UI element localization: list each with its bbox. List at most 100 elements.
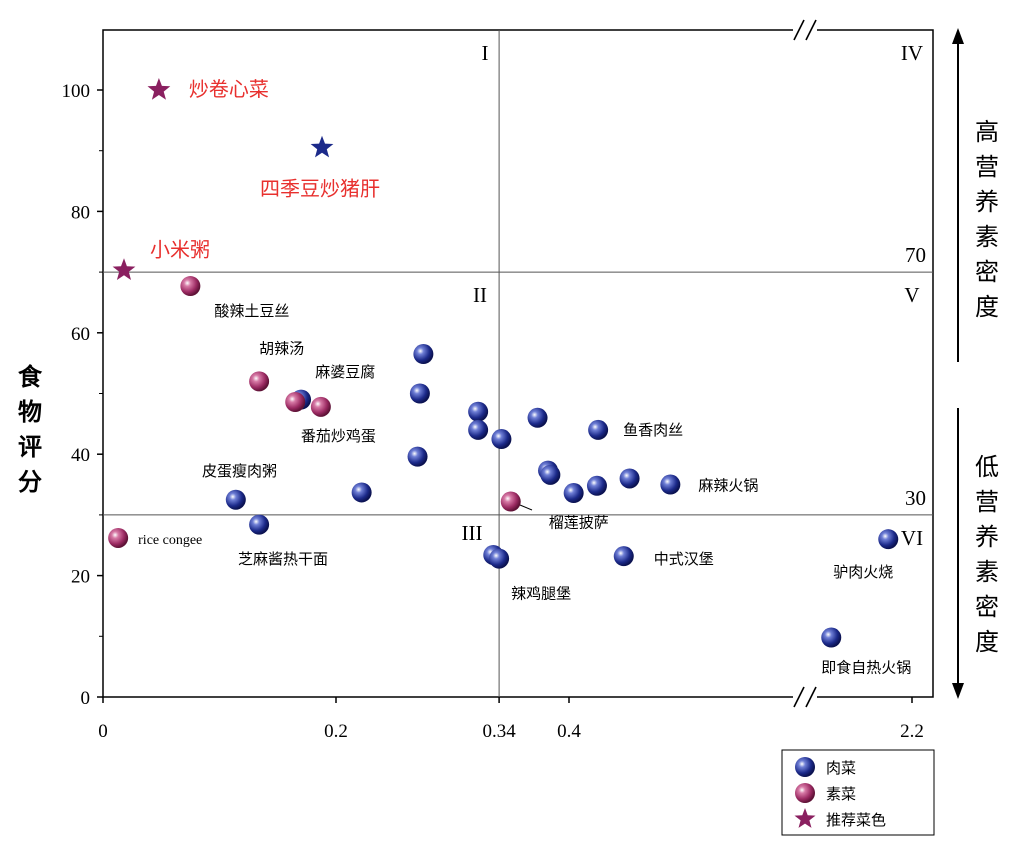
- veg-point-5: [108, 527, 129, 548]
- side-label-bottom-char: 营: [975, 488, 999, 516]
- legend-veg-marker: [795, 783, 815, 803]
- meat-point-21: [878, 529, 899, 550]
- veg-point-3: [310, 396, 331, 417]
- veg-point-2: [285, 391, 306, 412]
- quadrant-label-III: III: [462, 521, 483, 545]
- y-axis-label-char: 物: [18, 398, 42, 426]
- recommended-star-2: [112, 258, 136, 280]
- y-tick-label: 100: [62, 81, 91, 102]
- veg-point-1: [249, 371, 270, 392]
- y-tick-label: 40: [71, 445, 90, 466]
- meat-point-16: [225, 489, 246, 510]
- veg-point-label-2: 麻婆豆腐: [315, 363, 375, 381]
- meat-point-label-7: 鱼香肉丝: [623, 421, 683, 439]
- recommended-star-0: [147, 78, 171, 100]
- veg-point-0: [180, 276, 201, 297]
- recommended-label-1: 四季豆炒猪肝: [260, 177, 380, 201]
- side-label-bottom-char: 养: [975, 523, 999, 551]
- side-arrows: [952, 28, 964, 699]
- y-axis-label-char: 评: [18, 433, 42, 461]
- meat-point-3: [468, 401, 489, 422]
- y-axis-ticks: 0 20 40 60 80 100: [62, 81, 103, 709]
- veg-point-4: [500, 491, 521, 512]
- veg-point-label-3: 番茄炒鸡蛋: [301, 427, 376, 445]
- meat-point-7: [588, 419, 609, 440]
- y-tick-label: 60: [71, 324, 90, 345]
- y-tick-label: 20: [71, 567, 90, 588]
- meat-point-11: [540, 464, 561, 485]
- side-label-bottom-char: 密: [975, 593, 999, 621]
- x-axis-ticks: 0 0.2 0.34 0.4 2.2: [98, 697, 924, 742]
- veg-point-label-1: 胡辣汤: [259, 339, 304, 357]
- meat-point-label-19: 辣鸡腿堡: [511, 585, 571, 603]
- threshold-label-30: 30: [905, 486, 926, 510]
- quadrant-label-I: I: [482, 41, 489, 65]
- legend: 肉菜 素菜 推荐菜色: [781, 749, 935, 836]
- meat-point-13: [586, 475, 607, 496]
- meat-point-17: [249, 514, 270, 535]
- y-axis-label-char: 分: [18, 468, 42, 496]
- side-label-bottom-char: 低: [975, 453, 999, 481]
- meat-point-label-22: 即食自热火锅: [821, 659, 911, 677]
- axis-break-top-cover: [793, 22, 817, 38]
- x-tick-label: 0.34: [482, 721, 516, 742]
- x-tick-label: 0.2: [324, 721, 348, 742]
- side-label-top-char: 度: [975, 293, 999, 321]
- side-label-top-char: 营: [975, 153, 999, 181]
- legend-star-icon: [794, 808, 816, 828]
- x-tick-label: 2.2: [900, 721, 924, 742]
- side-label-top-char: 密: [975, 258, 999, 286]
- plot-frame: [102, 29, 934, 698]
- meat-point-15: [660, 474, 681, 495]
- side-label-bottom-char: 素: [975, 558, 999, 586]
- meat-point-12: [563, 483, 584, 504]
- y-axis-label-char: 食: [18, 363, 43, 391]
- meat-point-22: [821, 627, 842, 648]
- quadrant-label-II: II: [473, 283, 487, 307]
- threshold-label-70: 70: [905, 243, 926, 267]
- point-label-pidan-congee: 皮蛋瘦肉粥: [202, 462, 277, 480]
- side-label-bottom-char: 度: [975, 628, 999, 656]
- meat-point-label-21: 驴肉火烧: [833, 563, 893, 581]
- meat-point-19: [489, 548, 510, 569]
- side-label-top-char: 高: [975, 118, 999, 146]
- axis-break-bottom-cover: [793, 689, 817, 705]
- legend-meat-marker: [795, 757, 815, 777]
- meat-point-4: [468, 419, 489, 440]
- y-tick-label: 80: [71, 202, 90, 223]
- meat-point-9: [351, 482, 372, 503]
- veg-point-label-0: 酸辣土豆丝: [214, 302, 289, 320]
- x-tick-label: 0: [98, 721, 108, 742]
- meat-point-5: [491, 429, 512, 450]
- side-label-top-char: 素: [975, 223, 999, 251]
- meat-point-2: [409, 383, 430, 404]
- meat-point-8: [407, 446, 428, 467]
- quadrant-label-IV: IV: [901, 41, 923, 65]
- meat-point-14: [619, 468, 640, 489]
- meat-point-20: [613, 546, 634, 567]
- quadrant-label-V: V: [904, 283, 919, 307]
- meat-point-label-20: 中式汉堡: [654, 550, 714, 568]
- axis-break-marks: [793, 19, 817, 708]
- side-label-top-char: 养: [975, 188, 999, 216]
- legend-meat-label: 肉菜: [826, 759, 856, 777]
- quadrant-label-VI: VI: [901, 526, 923, 550]
- legend-veg-label: 素菜: [826, 785, 856, 803]
- recommended-star-1: [310, 135, 334, 158]
- recommended-label-0: 炒卷心菜: [189, 77, 269, 101]
- recommended-label-2: 小米粥: [150, 237, 210, 261]
- veg-point-label-5: rice congee: [138, 533, 202, 548]
- legend-rec-label: 推荐菜色: [826, 811, 886, 829]
- meat-point-0: [413, 344, 434, 365]
- meat-point-label-15: 麻辣火锅: [698, 477, 758, 495]
- meat-point-6: [527, 407, 548, 428]
- veg-point-label-4: 榴莲披萨: [549, 514, 609, 532]
- x-tick-label: 0.4: [557, 721, 581, 742]
- data-points: [108, 78, 899, 648]
- y-tick-label: 0: [81, 688, 91, 709]
